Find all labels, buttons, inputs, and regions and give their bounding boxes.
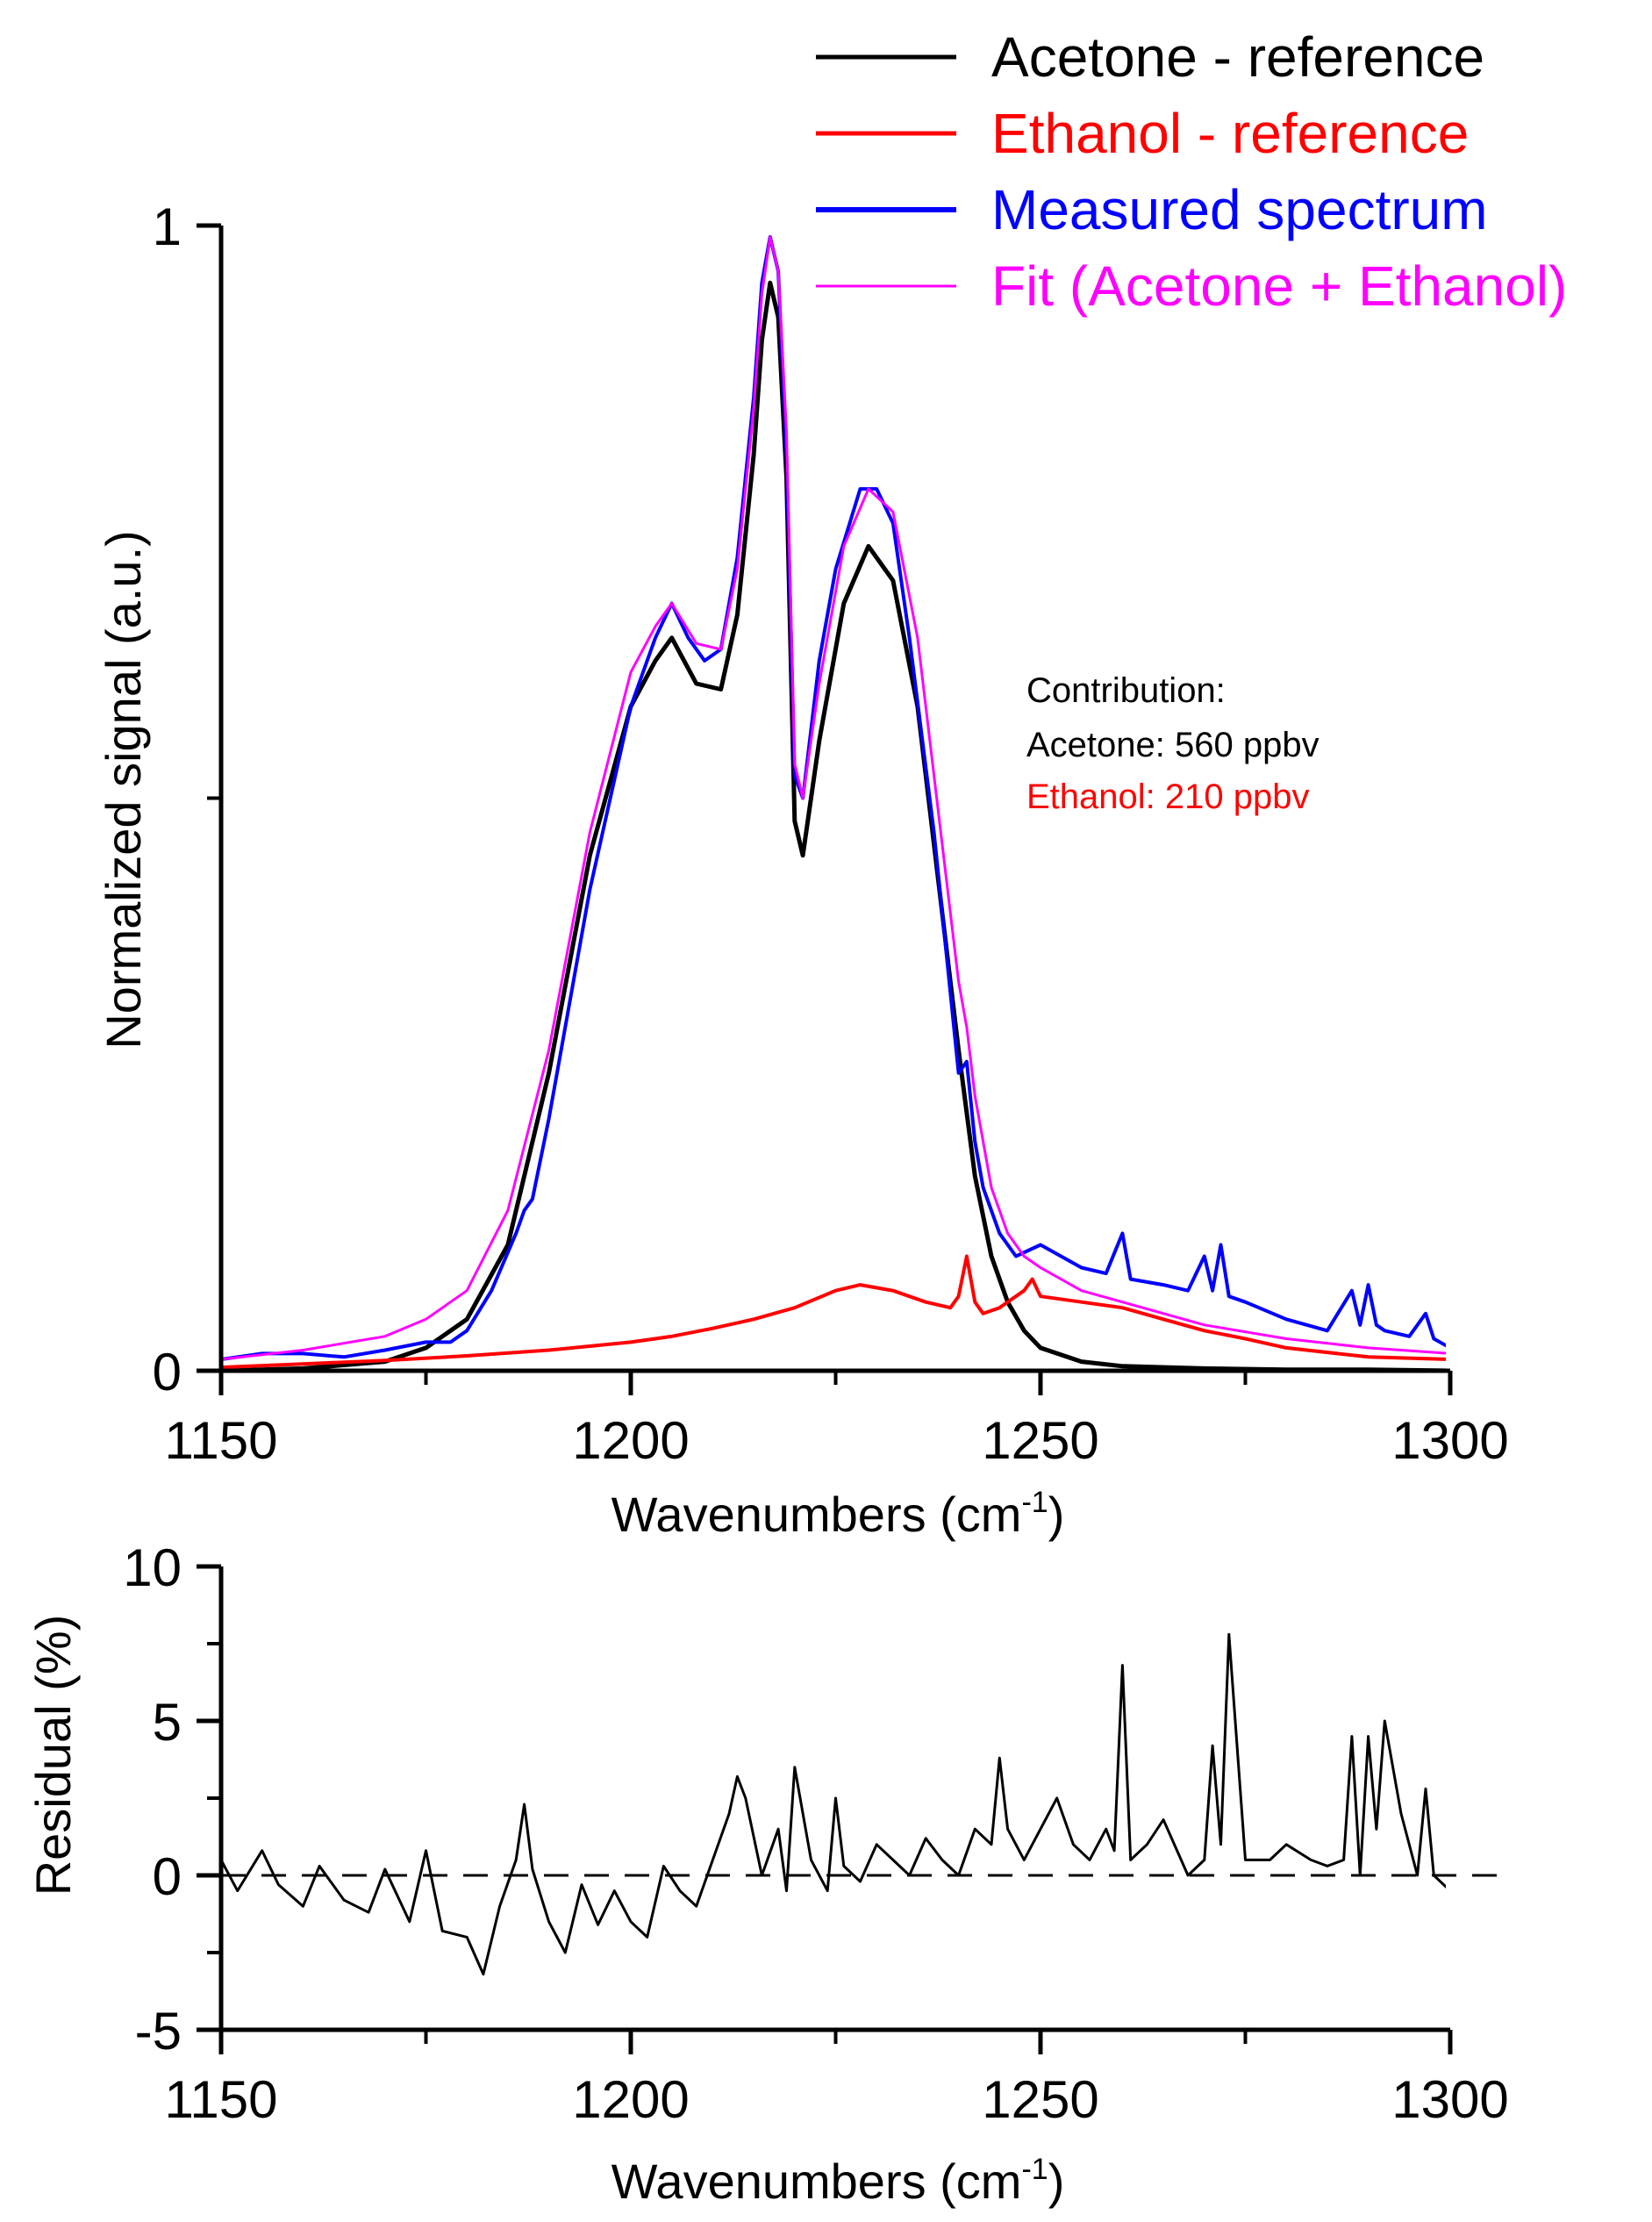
top-x-axis-title-main: Wavenumbers (cm: [611, 1487, 1022, 1542]
top-x-tick-label: 1300: [1391, 1411, 1508, 1470]
bottom-y-tick-label: 5: [153, 1693, 182, 1752]
bottom-x-axis-title-sup: -1: [1021, 2153, 1048, 2186]
top-y-tick-label: 1: [153, 197, 182, 256]
bottom-y-tick-label: 10: [123, 1538, 182, 1597]
top-x-axis-title-close: ): [1048, 1487, 1065, 1542]
residual-series-group: [219, 1632, 1446, 1976]
legend-label-measured: Measured spectrum: [991, 178, 1488, 241]
bottom-x-axis-title: Wavenumbers (cm-1): [611, 2153, 1065, 2209]
top-y-tick-label: 0: [153, 1343, 182, 1401]
top-x-tick-label: 1150: [164, 1411, 277, 1470]
bottom-x-tick-label: 1300: [1391, 2070, 1508, 2129]
bottom-x-axis-title-close: ): [1048, 2154, 1065, 2209]
legend-entry-fit: Fit (Acetone + Ethanol): [816, 254, 1567, 318]
legend-label-ethanol: Ethanol - reference: [991, 102, 1469, 165]
bottom-y-tick-label: -5: [135, 2002, 182, 2061]
legend-entry-measured: Measured spectrum: [816, 178, 1488, 241]
bottom-x-tick-label: 1250: [982, 2070, 1098, 2129]
bottom-x-axis-title-main: Wavenumbers (cm: [611, 2154, 1022, 2209]
top-x-tick-label: 1250: [982, 1411, 1098, 1470]
spectrum-series-acetone-reference: [220, 280, 1446, 1373]
top-x-tick-label: 1200: [572, 1411, 689, 1470]
contribution-acetone: Acetone: 560 ppbv: [1026, 726, 1319, 764]
legend-entry-ethanol: Ethanol - reference: [816, 102, 1469, 165]
legend: Acetone - reference Ethanol - reference …: [816, 25, 1567, 318]
spectrum-series-ethanol-reference: [220, 1254, 1446, 1370]
bottom-x-tick-label: 1150: [164, 2070, 277, 2129]
top-tick-marks: [197, 223, 1453, 1395]
spectrum-series-group: [220, 235, 1446, 1373]
top-x-axis-title: Wavenumbers (cm-1): [611, 1486, 1065, 1542]
top-x-axis-title-sup: -1: [1021, 1486, 1048, 1519]
bottom-y-tick-label: 0: [153, 1847, 182, 1906]
top-y-axis-title: Normalized signal (a.u.): [96, 530, 151, 1049]
spectrum-series-fit-acetone-ethanol: [220, 235, 1446, 1361]
bottom-x-tick-label: 1200: [572, 2070, 689, 2129]
spectrum-series-measured-spectrum: [220, 235, 1446, 1361]
bottom-y-axis-title: Residual (%): [25, 1615, 81, 1896]
contribution-title: Contribution:: [1026, 671, 1226, 710]
legend-label-fit: Fit (Acetone + Ethanol): [991, 254, 1567, 318]
spectrum-chart: 1150 1200 1250 1300 0 1 Wavenumbers (cm-…: [96, 25, 1567, 1542]
legend-label-acetone: Acetone - reference: [991, 25, 1484, 89]
contribution-annotation: Contribution: Acetone: 560 ppbv Ethanol:…: [1026, 671, 1319, 816]
residual-series-residual: [219, 1632, 1446, 1976]
contribution-ethanol: Ethanol: 210 ppbv: [1026, 778, 1309, 816]
legend-entry-acetone: Acetone - reference: [816, 25, 1484, 89]
residual-chart: 1150 1200 1250 1300 -5 0 5 10 Wavenumber…: [25, 1538, 1509, 2209]
bottom-tick-marks: [197, 1564, 1453, 2054]
